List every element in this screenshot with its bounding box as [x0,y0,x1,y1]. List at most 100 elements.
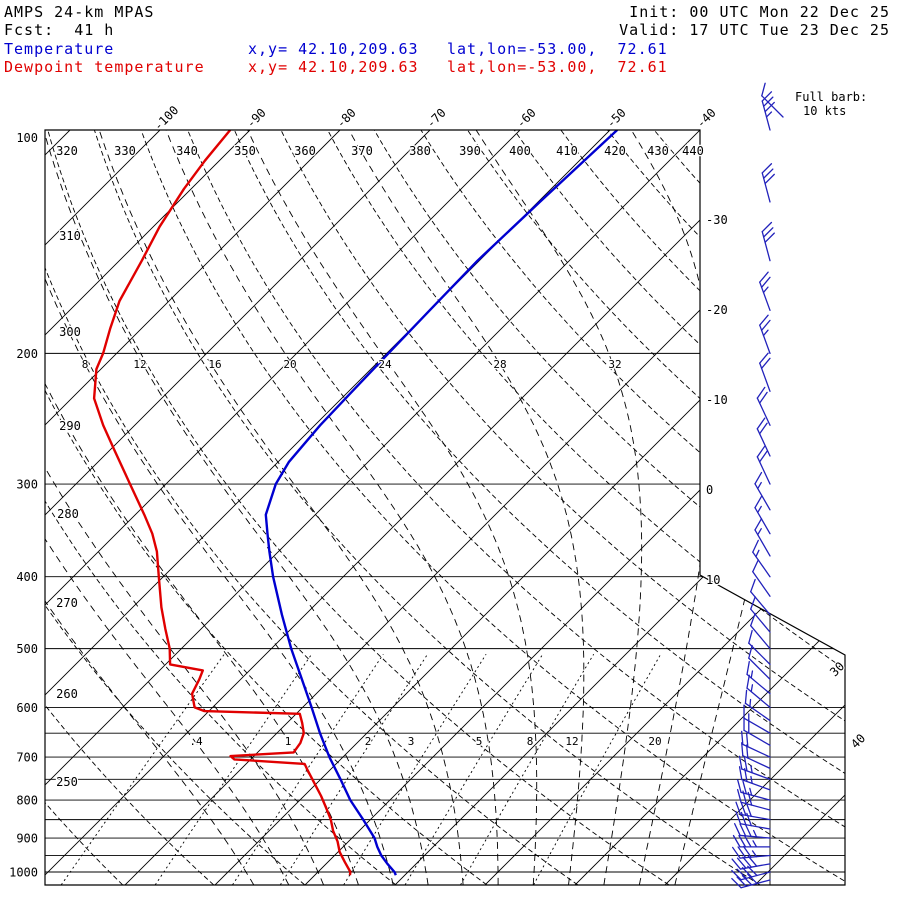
dry-adiabat [653,130,845,885]
moist-adiabat [674,130,803,885]
forecast-hour: Fcst: 41 h [4,21,115,39]
pressure-label: 800 [16,794,38,808]
mixing-ratio-line [279,653,428,885]
dry-adiabat-label: 320 [56,144,78,158]
wind-barb [738,766,771,791]
wind-barb [754,495,771,535]
dry-adiabat [280,130,845,885]
mixing-ratio-label: 20 [648,735,661,748]
isotherm-label-top: -70 [424,106,449,131]
dry-adiabat [233,130,845,885]
isotherm-line [45,130,341,885]
dewpoint-latlon: lat,lon=-53.00, 72.61 [447,58,668,76]
dry-adiabat [45,130,305,885]
mixing-ratio-label: 8 [527,735,534,748]
valid-time: Valid: 17 UTC Tue 23 Dec 25 [619,21,890,39]
mixing-ratio-line [232,653,384,885]
wind-barb [752,559,771,597]
dry-adiabat-label: 290 [59,419,81,433]
dry-adiabat [93,130,761,885]
moist-adiabat-label: 32 [608,358,621,371]
isotherm-label-top: -40 [694,106,719,131]
dry-adiabat [513,130,845,885]
wind-barb [743,716,771,746]
moist-adiabat-label: 12 [133,358,146,371]
isotherm-line [484,130,845,885]
isotherm-line [45,130,431,885]
isotherm-line [45,130,701,885]
temperature-latlon: lat,lon=-53.00, 72.61 [447,40,668,58]
dry-adiabat-label: 310 [59,229,81,243]
isotherm-line [45,130,791,885]
isotherm-line [844,130,845,885]
mixing-ratio-line [60,653,225,885]
mixing-ratio-label: 1 [285,735,292,748]
isotherm-label-top: -80 [334,106,359,131]
dry-adiabat-label: 270 [56,596,78,610]
wind-barb [741,730,771,758]
wind-barb [750,596,771,633]
dry-adiabat-label: 280 [57,507,79,521]
dry-adiabat-label: 260 [56,687,78,701]
moist-adiabat [45,130,325,885]
dry-adiabat-label: 400 [509,144,531,158]
dry-adiabat-label: 420 [604,144,626,158]
mixing-ratio-line [404,653,544,885]
dry-adiabat-label: 410 [556,144,578,158]
isotherm-line [394,130,845,885]
moist-adiabat-label: 16 [208,358,221,371]
isotherm-label-right: -30 [706,213,728,227]
isotherm-label-right: 0 [706,483,713,497]
dewpoint-curve [92,130,352,876]
moist-adiabat [164,130,499,885]
isotherm-label-top: -100 [151,103,181,133]
mixing-ratio-line [533,653,662,885]
barb-legend-speed: 10 kts [803,104,847,118]
isotherm-line [304,130,845,885]
dry-adiabat-label: 340 [176,144,198,158]
moist-adiabat [347,130,585,885]
isotherm-label-diagonal: 30 [827,659,847,679]
moist-adiabat [474,130,643,885]
wind-barbs [731,82,784,889]
pressure-label: 200 [16,347,38,361]
isotherm-label-diagonal: 40 [848,731,868,751]
isotherm-label-top: -60 [514,106,539,131]
isotherm-line [664,130,845,885]
pressure-label: 600 [16,701,38,715]
wind-barb [732,834,771,848]
plot-boundary [44,129,846,886]
mixing-ratio-label: 3 [408,735,415,748]
wind-barb [750,612,771,650]
pressure-label: 900 [16,832,38,846]
moist-adiabat [246,130,538,885]
wind-barb [738,755,771,780]
dry-adiabat-label: 430 [647,144,669,158]
mixing-ratio-label: 5 [476,735,483,748]
init-time: Init: 00 UTC Mon 22 Dec 25 [629,3,890,21]
mixing-ratio-label: 12 [565,735,578,748]
wind-barb [761,82,784,118]
dry-adiabat-label: 250 [56,775,78,789]
wind-barb [759,314,771,355]
pressure-label: 1000 [9,866,38,880]
wind-barb [746,660,771,695]
dry-adiabat-label: 380 [409,144,431,158]
pressure-label: 700 [16,751,38,765]
dry-adiabat-label: 360 [294,144,316,158]
wind-barb [744,689,771,722]
wind-barb [741,742,771,770]
isotherm-line [45,130,161,885]
mixing-ratio-line [343,653,487,885]
wind-barb [731,855,771,870]
isotherm-line [45,130,251,885]
dry-adiabat [45,130,215,885]
moist-adiabat-label: 8 [82,358,89,371]
isotherm-line [45,130,611,885]
moist-adiabat-label: 20 [283,358,296,371]
wind-barb [748,644,771,680]
moist-adiabat [45,130,394,885]
